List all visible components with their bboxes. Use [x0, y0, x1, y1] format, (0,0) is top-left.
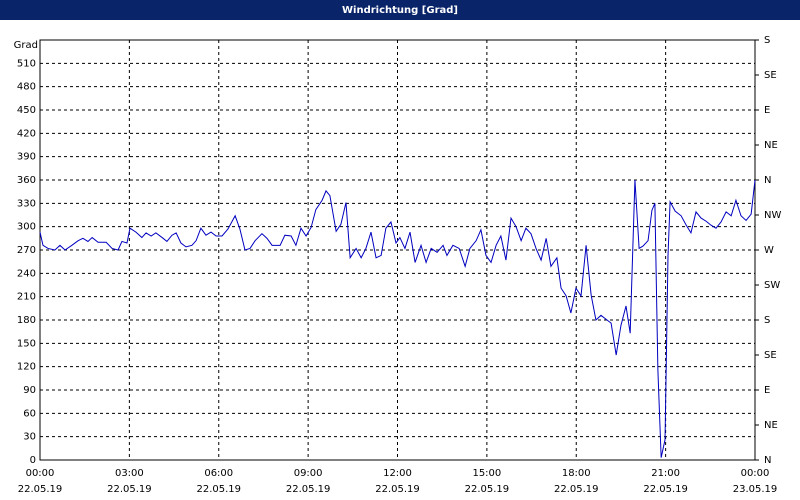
y2-tick-label: NW: [764, 210, 781, 221]
x-tick-label: 06:00: [204, 468, 233, 479]
x-tick-date: 22.05.19: [107, 484, 152, 495]
y-tick-label: 300: [17, 222, 36, 233]
x-tick-label: 00:00: [26, 468, 55, 479]
y-tick-label: 60: [23, 408, 36, 419]
y2-tick-label: NE: [764, 420, 778, 431]
y-tick-label: 270: [17, 245, 36, 256]
x-tick-date: 22.05.19: [18, 484, 63, 495]
y-tick-label: 90: [23, 385, 36, 396]
y-tick-label: 180: [17, 315, 36, 326]
x-tick-date: 22.05.19: [465, 484, 510, 495]
y2-tick-label: E: [764, 385, 770, 396]
x-tick-date: 22.05.19: [286, 484, 331, 495]
y-tick-label: 120: [17, 362, 36, 373]
x-tick-date: 22.05.19: [375, 484, 420, 495]
y-axis-label: Grad: [14, 40, 38, 51]
data-line: [39, 179, 756, 458]
x-tick-label: 21:00: [651, 468, 680, 479]
y-tick-label: 240: [17, 268, 36, 279]
x-tick-date: 22.05.19: [196, 484, 241, 495]
y2-tick-label: S: [764, 35, 770, 46]
y-tick-label: 360: [17, 175, 36, 186]
y-tick-label: 30: [23, 432, 36, 443]
x-tick-label: 09:00: [294, 468, 323, 479]
x-tick-label: 12:00: [383, 468, 412, 479]
y-tick-label: 450: [17, 105, 36, 116]
x-tick-label: 00:00: [741, 468, 770, 479]
x-tick-label: 15:00: [472, 468, 501, 479]
y2-tick-label: E: [764, 105, 770, 116]
y2-tick-label: SW: [764, 280, 780, 291]
x-tick-date: 22.05.19: [554, 484, 599, 495]
y2-tick-label: SE: [764, 350, 777, 361]
y-tick-label: 390: [17, 152, 36, 163]
y2-tick-label: S: [764, 315, 770, 326]
chart-title: Windrichtung [Grad]: [342, 5, 458, 16]
y-tick-label: 480: [17, 82, 36, 93]
y2-tick-label: SE: [764, 70, 777, 81]
x-tick-label: 18:00: [562, 468, 591, 479]
x-tick-date: 22.05.19: [643, 484, 688, 495]
y-tick-label: 330: [17, 198, 36, 209]
y-tick-label: 210: [17, 292, 36, 303]
y-tick-label: 420: [17, 128, 36, 139]
x-tick-label: 03:00: [115, 468, 144, 479]
y-tick-label: 0: [30, 455, 36, 466]
y-tick-label: 510: [17, 58, 36, 69]
y2-tick-label: NE: [764, 140, 778, 151]
y2-tick-label: N: [764, 175, 771, 186]
y2-tick-label: W: [764, 245, 774, 256]
x-tick-date: 23.05.19: [733, 484, 778, 495]
y2-tick-label: N: [764, 455, 771, 466]
title-bar: [0, 0, 800, 20]
y-tick-label: 150: [17, 338, 36, 349]
